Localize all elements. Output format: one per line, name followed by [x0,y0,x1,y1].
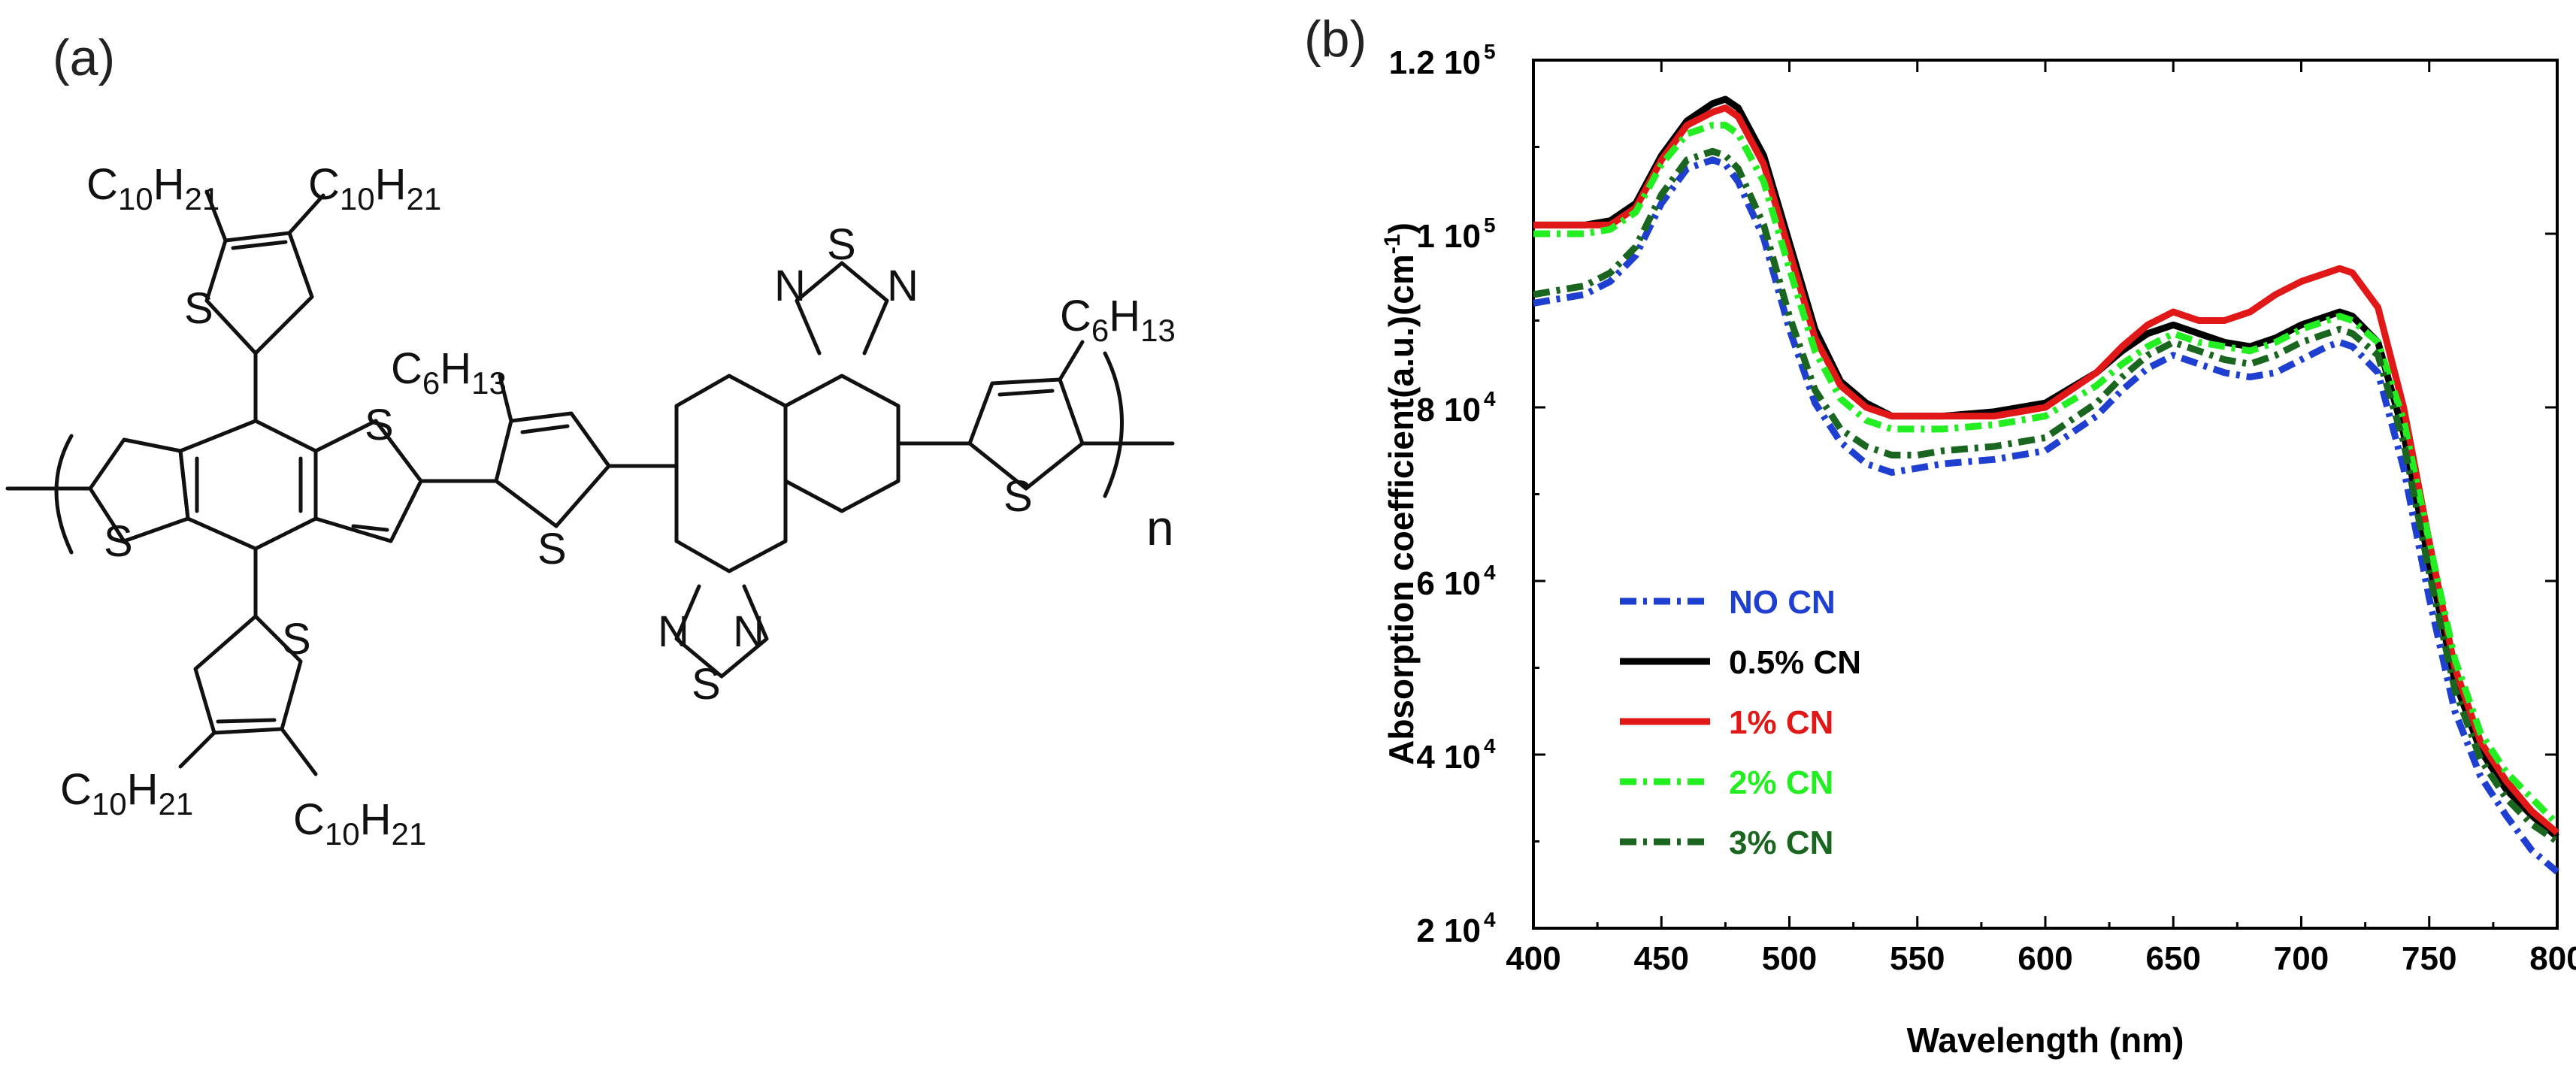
x-axis: 400 450 500 550 600 650 700 750 800 [1506,60,2576,977]
alkyl-label-hexyl-2: C6H13 [1060,292,1176,348]
nbt-bottom-thiadiazole [674,584,769,679]
nitrogen-atom: N [887,262,919,310]
middle-thiophene-ring [494,411,611,528]
nitrogen-atom: N [733,607,764,656]
sulfur-atom: S [104,517,133,566]
lower-alkyl-bond-2 [280,727,318,776]
series-line-no-cn [1533,156,2559,875]
bdt-benzene [178,419,318,551]
y-tick-exponent: 5 [1484,40,1496,63]
y-tick-label: 4 10 [1416,739,1481,776]
right-repeat-bracket [1103,351,1124,498]
legend-label: 1% CN [1729,704,1833,741]
upper-alkyl-bond-1 [204,189,228,243]
chemical-structure-panel: (a) S S S S S [5,29,1176,852]
nitrogen-atom: N [658,607,689,656]
nbt-right-ring [783,374,901,513]
y-tick-exponent: 4 [1484,908,1496,931]
bdt-right-double-bond [351,524,389,532]
series-line-2-cn [1533,122,2560,827]
lower-thiophene-ring [193,614,303,735]
sulfur-atom: S [692,660,721,709]
middle-alkyl-bond [498,374,513,423]
upper-thiophene-double-bond [231,240,288,250]
y-tick-label: 2 10 [1416,912,1481,949]
x-tick-label: 600 [2018,940,2072,977]
middle-thiophene-double-bond [520,424,570,434]
sulfur-atom: S [282,615,311,664]
sulfur-atom: S [365,401,394,449]
x-tick-label: 700 [2274,940,2329,977]
series-line-3-cn [1533,147,2559,845]
upper-alkyl-bond-2 [287,193,325,235]
legend-label: 3% CN [1729,824,1833,861]
legend-label: NO CN [1729,584,1836,621]
alkyl-label-hexyl-1: C6H13 [391,344,507,401]
panel-b-label: (b) [1304,11,1367,68]
sulfur-atom: S [1003,472,1033,521]
x-tick-label: 650 [2146,940,2201,977]
right-thiophene-ring [967,377,1085,491]
x-tick-label: 750 [2402,940,2456,977]
alkyl-label-decyl-1: C10H21 [86,160,219,216]
sulfur-atom: S [184,284,213,333]
legend-label: 2% CN [1729,764,1833,801]
x-tick-label: 800 [2529,940,2576,977]
right-alkyl-bond [1058,340,1085,382]
y-tick-label: 1 10 [1416,218,1481,255]
y-tick-label: 1.2 10 [1389,44,1481,81]
y-tick-exponent: 4 [1484,734,1496,758]
absorption-chart: (b) 400 450 500 550 600 650 700 750 800 2 10 44 1… [1304,11,2576,1060]
x-tick-label: 450 [1634,940,1689,977]
alkyl-label-decyl-4: C10H21 [293,795,426,852]
repeat-unit-index: n [1146,500,1174,555]
y-tick-exponent: 5 [1484,213,1496,237]
y-axis: 2 10 44 10 46 10 48 10 41 10 51.2 10 5 [1389,40,2557,949]
y-tick-label: 6 10 [1416,565,1481,602]
series-line-1-cn [1533,104,2559,836]
x-tick-label: 550 [1890,940,1945,977]
legend: NO CN 0.5% CN 1% CN 2% CN 3% CN [1620,584,1861,861]
legend-label: 0.5% CN [1729,644,1861,681]
sulfur-atom: S [537,525,567,573]
lower-thiophene-double-bond [216,718,277,724]
y-tick-exponent: 4 [1484,387,1496,410]
series-lines [1533,95,2560,875]
y-tick-exponent: 4 [1484,561,1496,584]
y-axis-title: Absorption coefficient(a.u.)(cm-1) [1380,222,1421,765]
left-repeat-bracket [54,434,74,555]
y-tick-label: 8 10 [1416,392,1481,428]
nbt-left-ring [674,374,788,573]
x-tick-label: 500 [1762,940,1817,977]
panel-a-label: (a) [53,29,115,86]
x-tick-label: 400 [1506,940,1560,977]
alkyl-label-decyl-3: C10H21 [60,765,193,821]
alkyl-label-decyl-2: C10H21 [308,160,441,216]
sulfur-atom: S [827,220,856,269]
upper-thiophene-ring [204,231,314,356]
x-axis-title: Wavelength (nm) [1907,1021,2184,1060]
lower-alkyl-bond-1 [178,731,216,769]
nbt-top-thiadiazole [795,261,889,356]
plot-frame [1532,59,2559,930]
nitrogen-atom: N [774,262,806,310]
right-thiophene-double-bond [997,389,1055,397]
